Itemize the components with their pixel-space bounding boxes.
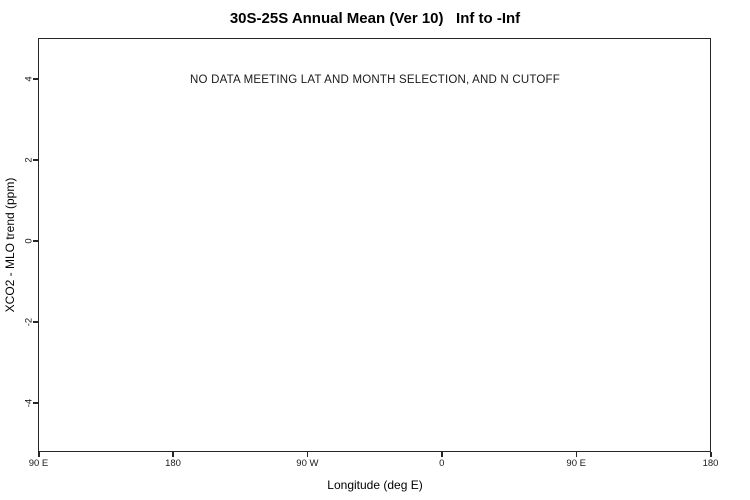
x-tick-mark xyxy=(441,452,443,457)
x-tick-label: 0 xyxy=(439,458,445,469)
chart-title: 30S-25S Annual Mean (Ver 10) Inf to -Inf xyxy=(229,10,521,27)
no-data-annotation: NO DATA MEETING LAT AND MONTH SELECTION,… xyxy=(190,74,560,86)
y-tick-mark xyxy=(33,240,38,242)
x-tick-label: 90 W xyxy=(296,458,319,469)
x-tick-mark xyxy=(172,452,174,457)
x-tick-mark xyxy=(575,452,578,457)
x-tick-mark xyxy=(306,452,309,457)
x-tick-mark xyxy=(38,452,40,457)
x-tick-label: 180 xyxy=(702,458,719,469)
y-tick-mark xyxy=(33,321,38,323)
plot-area xyxy=(38,38,711,452)
y-tick-mark xyxy=(33,402,38,404)
x-tick-label: 90 E xyxy=(28,458,49,469)
y-tick-mark xyxy=(33,159,38,161)
x-tick-label: 90 E xyxy=(566,458,586,469)
y-tick-mark xyxy=(33,78,38,80)
x-tick-mark xyxy=(710,452,712,457)
x-axis-title: Longitude (deg E) xyxy=(327,478,423,492)
x-tick-label: 180 xyxy=(165,458,181,469)
